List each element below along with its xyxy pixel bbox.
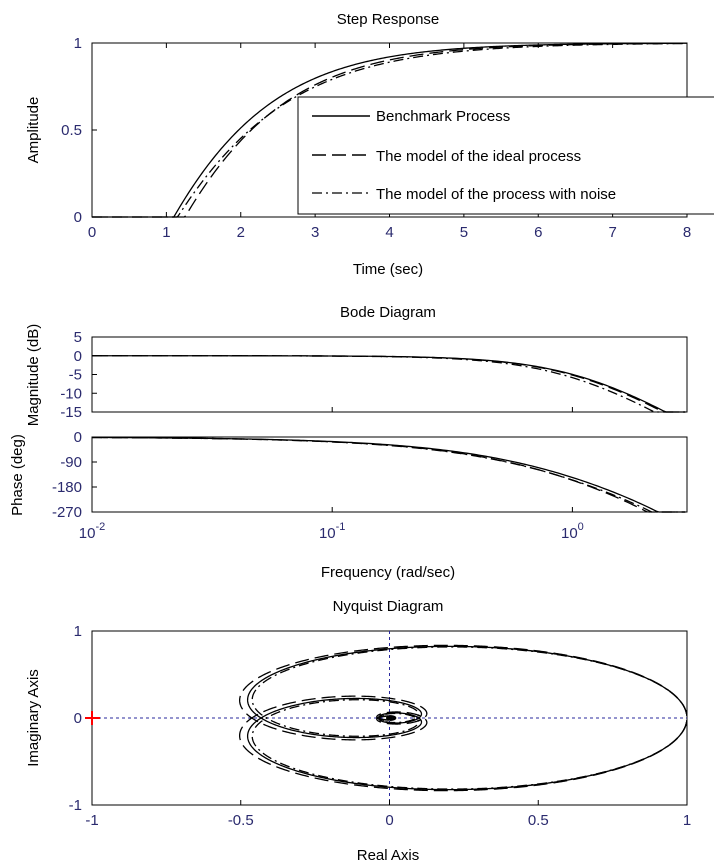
legend-entry-ideal: The model of the ideal process [376, 148, 581, 165]
step-series-line-dashed [92, 42, 688, 218]
bode-phase-tick-label: -90 [60, 454, 82, 471]
step-response-chart: Step Response 0 1 2 3 4 5 6 7 8 0 0.5 1 Time (sec)… [25, 11, 714, 278]
bode-x-tick-label: 10-2 [79, 521, 105, 542]
step-x-tick-label: 8 [683, 224, 691, 241]
nyquist-diagram-chart: Nyquist Diagram -1 -0.5 0 0.5 1 1 0 -1 Real Ax… [25, 598, 691, 864]
bode-phase-line-solid [91, 436, 686, 513]
nyquist-line-mirror-solid [246, 645, 688, 739]
step-y-tick-label: 1 [74, 35, 82, 52]
step-series-line-dashdot [92, 42, 688, 218]
step-x-tick-label: 3 [311, 224, 319, 241]
step-y-tick-label: 0 [74, 209, 82, 226]
bode-phase-series [91, 436, 686, 513]
step-x-tick-label: 7 [608, 224, 616, 241]
nyquist-x-tick-label: 1 [683, 812, 691, 829]
nyquist-line-dashed [239, 695, 688, 792]
step-series-line-solid [92, 42, 687, 218]
step-xlabel: Time (sec) [353, 261, 423, 278]
bode-phase-tick-label: -270 [52, 504, 82, 521]
bode-x-tick-exponent: 0 [578, 521, 584, 533]
nyquist-x-tick-label: 0 [385, 812, 393, 829]
step-x-tick-label: 2 [237, 224, 245, 241]
nyquist-x-ticks: -1 -0.5 0 0.5 1 [85, 800, 691, 829]
nyquist-line-solid [246, 697, 688, 791]
bode-magnitude-frame [91, 336, 688, 413]
bode-mag-tick-label: 0 [74, 348, 82, 365]
nyquist-x-tick-label: -0.5 [228, 812, 254, 829]
nyquist-y-tick-label: 0 [74, 710, 82, 727]
bode-magnitude-ylabel: Magnitude (dB) [25, 324, 42, 427]
step-x-tick-label: 1 [162, 224, 170, 241]
bode-x-tick-exponent: -2 [95, 521, 105, 533]
step-legend: Benchmark Process The model of the ideal… [297, 96, 714, 215]
step-x-tick-label: 0 [88, 224, 96, 241]
nyquist-ylabel: Imaginary Axis [25, 669, 42, 767]
bode-mag-line-solid [92, 355, 686, 413]
bode-phase-ylabel: Phase (deg) [9, 434, 26, 516]
bode-x-tick-label: 100 [561, 521, 584, 542]
bode-phase-line-dashed [91, 436, 686, 513]
bode-x-ticks: 10-2 10-1 100 [79, 407, 584, 542]
nyquist-y-tick-label: -1 [69, 797, 82, 814]
bode-mag-line-dashdot [92, 355, 686, 413]
step-title: Step Response [337, 11, 440, 28]
bode-x-tick-exponent: -1 [336, 521, 346, 533]
nyquist-title: Nyquist Diagram [333, 598, 444, 615]
bode-mag-line-dashed [92, 355, 686, 413]
bode-diagram-chart: Bode Diagram 50-5-10-15 0-90-180-270 10-… [9, 304, 688, 581]
legend-entry-noise: The model of the process with noise [376, 186, 616, 203]
nyquist-x-tick-label: 0.5 [528, 812, 549, 829]
bode-phase-frame [91, 436, 688, 513]
bode-title: Bode Diagram [340, 304, 436, 321]
nyquist-line-mirror-dashdot [251, 646, 688, 737]
bode-phase-line-dashdot [91, 436, 686, 513]
step-x-tick-label: 4 [385, 224, 393, 241]
step-series [92, 42, 688, 218]
nyquist-x-tick-label: -1 [85, 812, 98, 829]
critical-point-marker [85, 711, 100, 725]
bode-phase-tick-label: -180 [52, 479, 82, 496]
step-ylabel: Amplitude [25, 97, 42, 164]
bode-mag-tick-label: -10 [60, 385, 82, 402]
bode-x-tick-label: 10-1 [319, 521, 345, 542]
bode-phase-y-ticks: 0 -90 -180 -270 [52, 429, 97, 521]
legend-entry-benchmark: Benchmark Process [376, 108, 510, 125]
bode-mag-tick-label: 5 [74, 329, 82, 346]
nyquist-y-tick-label: 1 [74, 623, 82, 640]
bode-phase-tick-label: 0 [74, 429, 82, 446]
bode-mag-tick-label: -5 [69, 367, 82, 384]
bode-magnitude-y-ticks: 5 0 -5-10 -15 [60, 329, 97, 421]
step-x-ticks: 0 1 2 3 4 5 6 7 8 [88, 43, 691, 241]
nyquist-series [239, 644, 688, 792]
step-x-tick-label: 6 [534, 224, 542, 241]
nyquist-line-mirror-dashed [239, 644, 688, 741]
bode-mag-tick-label: -15 [60, 404, 82, 421]
bode-xlabel: Frequency (rad/sec) [321, 564, 455, 581]
bode-magnitude-series [92, 355, 686, 413]
nyquist-line-dashdot [251, 699, 688, 790]
step-y-tick-label: 0.5 [61, 122, 82, 139]
step-x-tick-label: 5 [460, 224, 468, 241]
nyquist-xlabel: Real Axis [357, 847, 420, 864]
